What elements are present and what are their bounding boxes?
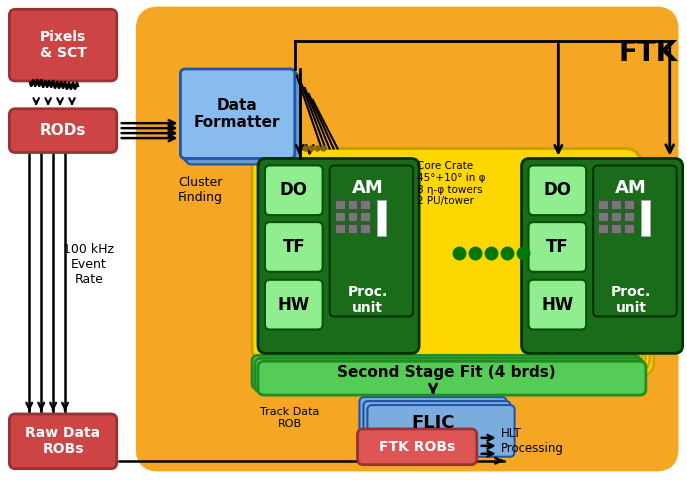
Bar [335, 224, 344, 233]
FancyBboxPatch shape [265, 280, 323, 329]
Bar [624, 200, 634, 209]
FancyBboxPatch shape [266, 162, 654, 376]
Bar [361, 200, 370, 209]
FancyBboxPatch shape [258, 158, 419, 353]
Bar [335, 200, 344, 209]
FancyBboxPatch shape [265, 222, 323, 272]
Text: AM: AM [615, 180, 647, 197]
Text: RODs: RODs [40, 123, 87, 138]
FancyBboxPatch shape [330, 166, 413, 316]
FancyBboxPatch shape [255, 358, 643, 392]
Text: Data
Formatter: Data Formatter [194, 97, 280, 130]
Text: AM: AM [352, 180, 383, 197]
Bar [361, 224, 370, 233]
Text: HLT
Processing: HLT Processing [501, 427, 563, 455]
Bar [611, 212, 621, 221]
FancyBboxPatch shape [528, 166, 586, 215]
FancyBboxPatch shape [10, 109, 117, 153]
Text: FTK: FTK [618, 39, 677, 67]
FancyBboxPatch shape [139, 9, 676, 468]
FancyBboxPatch shape [258, 361, 646, 395]
Text: HW: HW [278, 296, 310, 313]
Text: FLIC: FLIC [412, 414, 455, 432]
Text: TF: TF [282, 238, 305, 256]
Bar [611, 224, 621, 233]
FancyBboxPatch shape [521, 158, 683, 353]
Bar [624, 224, 634, 233]
Bar [598, 200, 608, 209]
Bar [377, 200, 386, 236]
Text: Second Stage Fit (4 brds): Second Stage Fit (4 brds) [337, 365, 555, 380]
Text: Track Data
ROB: Track Data ROB [260, 407, 319, 429]
Bar [611, 200, 621, 209]
Text: TF: TF [546, 238, 569, 256]
Bar [598, 224, 608, 233]
FancyBboxPatch shape [183, 72, 297, 161]
FancyBboxPatch shape [593, 166, 677, 316]
Text: Core Crate
45°+10° in φ
8 η-φ towers
2 PU/tower: Core Crate 45°+10° in φ 8 η-φ towers 2 P… [417, 161, 486, 206]
Bar [335, 212, 344, 221]
FancyBboxPatch shape [528, 222, 586, 272]
FancyBboxPatch shape [368, 405, 515, 457]
FancyBboxPatch shape [252, 355, 640, 389]
Text: 100 kHz
Event
Rate: 100 kHz Event Rate [63, 243, 115, 287]
Bar [361, 212, 370, 221]
FancyBboxPatch shape [265, 166, 323, 215]
FancyBboxPatch shape [252, 148, 640, 362]
FancyBboxPatch shape [181, 69, 295, 158]
Text: FTK ROBs: FTK ROBs [379, 440, 455, 454]
Text: Proc.
unit: Proc. unit [611, 285, 651, 315]
FancyBboxPatch shape [255, 152, 643, 365]
Bar [348, 212, 357, 221]
Text: DO: DO [280, 181, 308, 199]
FancyBboxPatch shape [363, 401, 510, 453]
Text: HW: HW [541, 296, 574, 313]
FancyBboxPatch shape [357, 429, 477, 465]
Text: Raw Data
ROBs: Raw Data ROBs [25, 426, 100, 456]
FancyBboxPatch shape [258, 155, 646, 368]
Text: DO: DO [543, 181, 572, 199]
Text: Proc.
unit: Proc. unit [347, 285, 387, 315]
FancyBboxPatch shape [262, 158, 650, 372]
FancyBboxPatch shape [10, 9, 117, 81]
Text: Pixels
& SCT: Pixels & SCT [40, 30, 87, 60]
Text: Cluster
Finding: Cluster Finding [178, 176, 223, 204]
Bar [641, 200, 650, 236]
Bar [348, 200, 357, 209]
FancyBboxPatch shape [528, 280, 586, 329]
FancyBboxPatch shape [186, 75, 301, 165]
FancyBboxPatch shape [359, 397, 506, 449]
Bar [348, 224, 357, 233]
Bar [598, 212, 608, 221]
FancyBboxPatch shape [181, 69, 295, 158]
Bar [624, 212, 634, 221]
FancyBboxPatch shape [10, 414, 117, 468]
